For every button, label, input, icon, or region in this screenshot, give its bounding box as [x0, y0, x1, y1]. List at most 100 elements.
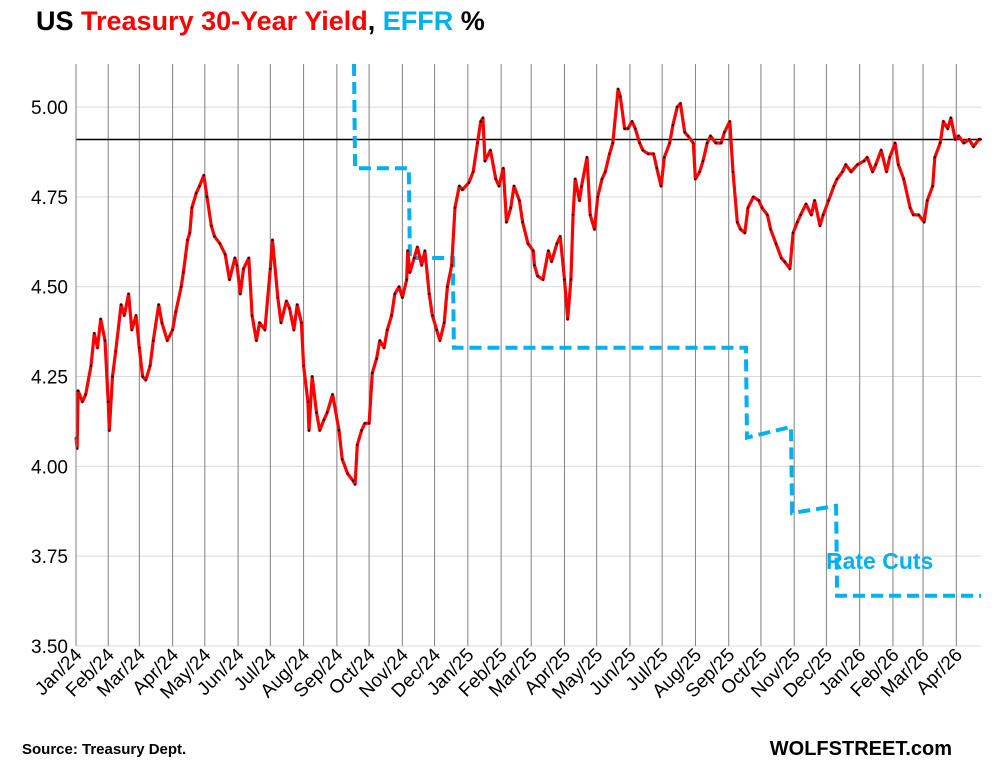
yield-point	[123, 314, 126, 317]
yield-point	[401, 296, 404, 299]
yield-point	[416, 246, 419, 249]
yield-point	[850, 170, 853, 173]
chart-title: US Treasury 30-Year Yield, EFFR %	[36, 6, 485, 37]
yield-point	[423, 249, 426, 252]
yield-point	[307, 429, 311, 432]
yield-point	[144, 379, 147, 382]
yield-point	[390, 314, 393, 317]
yield-point	[580, 185, 583, 188]
yield-point	[141, 375, 144, 378]
yield-point	[611, 141, 614, 145]
yield-point	[827, 199, 830, 202]
yield-point	[647, 152, 650, 155]
yield-point	[505, 221, 508, 224]
yield-point	[326, 411, 329, 414]
yield-point	[871, 170, 874, 173]
yield-point	[360, 429, 363, 432]
yield-point	[760, 206, 764, 209]
yield-point	[512, 185, 516, 188]
yield-point	[706, 141, 709, 145]
yield-point	[494, 177, 497, 181]
yield-point	[351, 479, 355, 482]
yield-point	[302, 364, 305, 367]
yield-point	[138, 346, 141, 349]
yield-point	[933, 156, 936, 159]
yield-point	[318, 429, 321, 432]
yield-point	[917, 213, 920, 216]
yield-point	[593, 228, 596, 231]
yield-point	[157, 303, 160, 306]
yield-point	[547, 249, 550, 252]
yield-point	[174, 310, 177, 313]
yield-point	[322, 418, 326, 421]
yield-point	[371, 371, 374, 375]
yield-point	[923, 221, 926, 224]
yield-point	[979, 138, 983, 141]
title-suffix: %	[453, 6, 485, 36]
yield-point	[375, 357, 378, 360]
yield-point	[108, 429, 111, 432]
yield-point	[443, 321, 446, 324]
y-tick-label: 3.75	[31, 547, 68, 568]
yield-point	[788, 267, 792, 270]
yield-point	[171, 328, 174, 331]
yield-point	[251, 314, 254, 317]
yield-point	[655, 167, 658, 170]
yield-point	[89, 364, 93, 367]
yield-point	[723, 131, 726, 134]
yield-point	[968, 138, 971, 141]
yield-point	[574, 177, 577, 181]
yield-point	[536, 274, 539, 278]
yield-point	[541, 278, 545, 281]
yield-point	[813, 199, 816, 202]
yield-point	[902, 177, 905, 181]
yield-point	[731, 170, 735, 173]
yield-point	[107, 400, 110, 403]
yield-point	[533, 264, 536, 267]
yield-point	[438, 339, 441, 342]
yield-point	[946, 127, 949, 130]
yield-point	[195, 192, 198, 195]
yield-point	[694, 177, 697, 181]
title-prefix: US	[36, 6, 82, 36]
yield-point	[458, 185, 461, 188]
yield-point	[509, 206, 512, 209]
yield-point	[296, 303, 299, 306]
yield-point	[942, 120, 945, 123]
yield-point	[84, 393, 87, 396]
yield-point	[972, 145, 975, 148]
yield-point	[453, 206, 457, 209]
y-tick-label: 4.00	[31, 457, 68, 478]
yield-point	[796, 221, 799, 224]
yield-point	[818, 224, 822, 227]
yield-point	[608, 152, 611, 155]
yield-point	[596, 195, 599, 198]
yield-point	[521, 221, 524, 224]
yield-point	[111, 375, 114, 378]
yield-point	[103, 339, 107, 342]
yield-point	[235, 264, 239, 267]
yield-point	[383, 346, 386, 349]
yield-point	[532, 249, 535, 252]
yield-point	[497, 185, 501, 188]
yield-point	[292, 328, 295, 331]
yield-point	[585, 156, 589, 159]
yield-point	[472, 170, 475, 173]
yield-point	[698, 170, 701, 173]
yield-point	[341, 458, 344, 461]
yield-point	[182, 271, 185, 274]
yield-point	[841, 170, 844, 173]
yield-point	[569, 278, 573, 281]
yield-point	[398, 285, 401, 288]
yield-point	[885, 170, 888, 173]
yield-point	[120, 303, 123, 306]
title-series-yield: Treasury 30-Year Yield	[81, 6, 368, 36]
yield-point	[408, 271, 411, 274]
yield-point	[461, 188, 464, 191]
yield-point	[180, 285, 183, 288]
yield-point	[393, 292, 396, 295]
yield-point	[311, 375, 314, 378]
yield-point	[420, 264, 423, 267]
yield-point	[269, 267, 272, 270]
